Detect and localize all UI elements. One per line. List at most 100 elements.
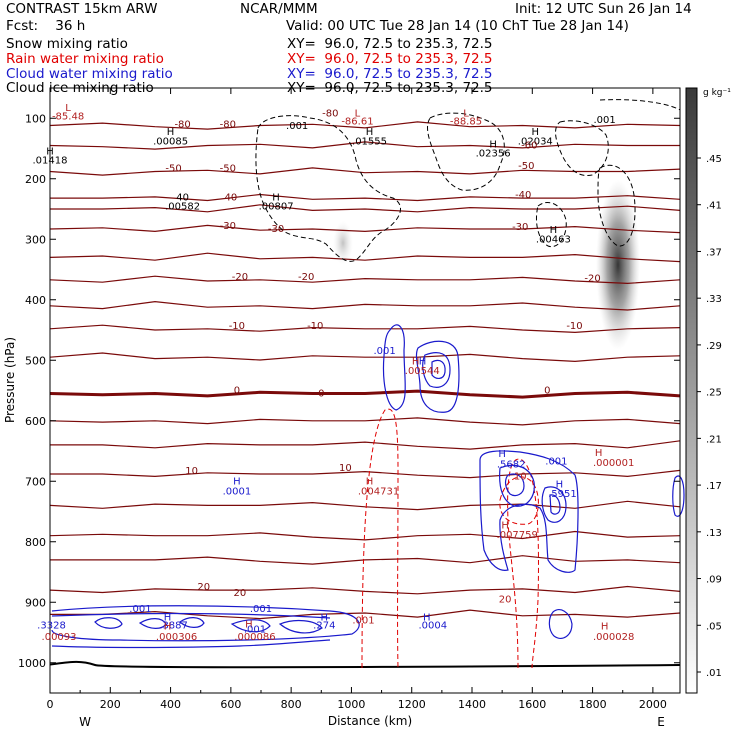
- contour-label: .00544: [405, 366, 440, 377]
- surface-line: [49, 660, 681, 669]
- isotherm--80: [49, 121, 681, 130]
- high-marker: H: [46, 147, 54, 158]
- contour-label: .5951: [548, 489, 577, 500]
- field-cloudwater-name: Cloud water mixing ratio: [6, 66, 173, 82]
- cloud-ice-contours: [255, 99, 681, 262]
- contour-label: .01418: [33, 156, 68, 167]
- field-rain-name: Rain water mixing ratio: [6, 51, 164, 67]
- y-tick-label: 500: [25, 354, 46, 367]
- init-time: Init: 12 UTC Sun 26 Jan 14: [515, 1, 692, 17]
- isotherm-unlabeled: [50, 609, 681, 620]
- contour-label: .004731: [358, 487, 399, 498]
- contour-label: .00582: [165, 202, 200, 213]
- snow-shading-minor: [333, 221, 353, 265]
- field-snow-name: Snow mixing ratio: [6, 36, 128, 52]
- colorbar-tick-label: .33: [706, 294, 722, 305]
- isotherm-0: [49, 389, 681, 399]
- contour-label: .00085: [153, 136, 188, 147]
- colorbar-tick-label: .37: [706, 247, 722, 258]
- contour-label: .274: [313, 620, 335, 631]
- colorbar-unit: g kg⁻¹: [703, 88, 731, 98]
- colorbar-tick-label: .09: [706, 575, 722, 586]
- x-tick-label: 800: [281, 698, 302, 711]
- rain-contour: [361, 408, 399, 669]
- cloud-ice-contour: [255, 115, 401, 262]
- y-tick-label: 200: [25, 173, 46, 186]
- y-tick-label: 600: [25, 415, 46, 428]
- x-tick-label: 200: [100, 698, 121, 711]
- colorbar-tick-label: .25: [706, 388, 722, 399]
- contour-label: -10: [566, 321, 582, 332]
- field-rain-xy: XY= 96.0, 72.5 to 235.3, 72.5: [287, 51, 493, 67]
- contour-label: 20: [197, 582, 210, 593]
- contour-label: 10: [339, 463, 352, 474]
- high-marker: H: [532, 127, 540, 138]
- contour-label: 10: [185, 466, 198, 477]
- snow-shading-core: [596, 180, 640, 350]
- contour-label: -20: [298, 272, 314, 283]
- contour-label: .0004: [419, 620, 448, 631]
- y-tick-label: 300: [25, 233, 46, 246]
- high-marker: H: [245, 620, 253, 631]
- isotherm-unlabeled: [49, 252, 681, 263]
- x-tick-label: 1600: [518, 698, 546, 711]
- x-tick-label: 400: [160, 698, 181, 711]
- high-marker: H: [366, 127, 374, 138]
- high-marker: H: [550, 225, 558, 236]
- contour-label: -85.48: [52, 111, 84, 122]
- cloud-water-contour: [549, 494, 561, 515]
- contour-label: .000086: [234, 632, 275, 643]
- contour-label: -10: [229, 321, 245, 332]
- contour-label: 0: [234, 386, 240, 397]
- cloud-water-contour: [422, 352, 451, 388]
- cloud-water-contour: [278, 619, 323, 634]
- high-marker: H: [272, 193, 280, 204]
- high-marker: H: [366, 476, 374, 487]
- contour-label: -10: [307, 321, 323, 332]
- high-marker: H: [167, 127, 175, 138]
- isotherm-unlabeled: [50, 204, 681, 213]
- contour-label: .01555: [352, 136, 387, 147]
- contour-label: .007759: [497, 530, 538, 541]
- cloud-ice-contour: [535, 202, 567, 248]
- rain-contour: [507, 458, 539, 669]
- isotherm-unlabeled: [49, 352, 681, 363]
- high-marker: H: [489, 139, 497, 150]
- contour-label: -80: [174, 119, 190, 130]
- y-tick-label: 100: [25, 112, 46, 125]
- contour-label: .001: [594, 115, 616, 126]
- x-tick-label: 1200: [398, 698, 426, 711]
- contour-label: .3887: [159, 620, 188, 631]
- isotherm--30: [49, 224, 681, 234]
- contour-label: -80: [220, 119, 236, 130]
- x-tick-label: 1000: [337, 698, 365, 711]
- high-marker: H: [419, 356, 427, 367]
- colorbar-tick-label: .01: [706, 668, 722, 679]
- colorbar-tick-label: .41: [706, 201, 722, 212]
- x-axis-label: Distance (km): [328, 714, 412, 728]
- cloud-ice-contour: [427, 112, 505, 191]
- x-tick-label: 2000: [639, 698, 667, 711]
- high-marker: H: [595, 448, 603, 459]
- colorbar: [685, 87, 698, 694]
- isotherm-unlabeled: [49, 530, 681, 541]
- isotherm-10: [50, 469, 681, 479]
- low-marker: L: [355, 108, 361, 119]
- isotherm-unlabeled: [50, 440, 681, 450]
- colorbar-tick-label: .21: [706, 434, 722, 445]
- high-marker: H: [501, 520, 509, 531]
- institution: NCAR/MMM: [240, 1, 318, 17]
- low-marker: L: [463, 108, 469, 119]
- contour-label: 0: [544, 386, 550, 397]
- x-tick-label: 1800: [579, 698, 607, 711]
- rain-water-contours: [361, 408, 539, 669]
- cloud-water-contour: [548, 609, 573, 639]
- colorbar-tick-label: .17: [706, 481, 722, 492]
- cloud-water-contours: [51, 324, 685, 649]
- rain-contour: [499, 476, 539, 525]
- contour-label: -86.61: [341, 116, 373, 127]
- contour-label: .001: [129, 604, 151, 615]
- contour-label: .000028: [593, 632, 634, 643]
- contour-label: -40: [515, 190, 531, 201]
